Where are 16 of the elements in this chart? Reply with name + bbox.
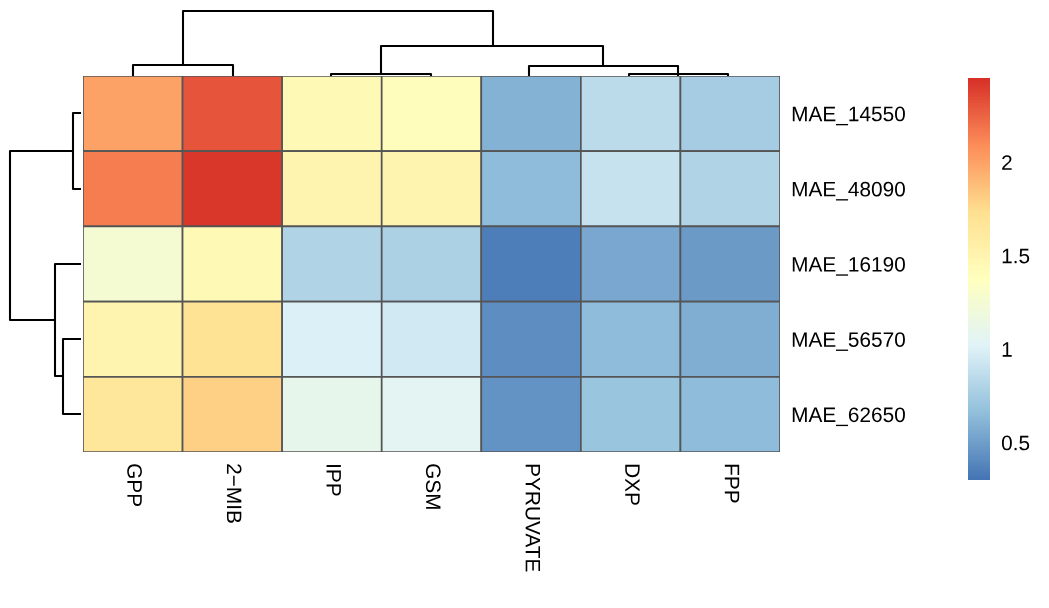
y-tick-label: MAE_56570 [792, 332, 905, 351]
x-tick-label: FPP [724, 464, 740, 503]
x-tick-label: IPP [326, 465, 341, 496]
x-tick-label: PYRUVATE [525, 464, 541, 572]
color-bar-label: 2 [1002, 155, 1012, 170]
y-tick-label: MAE_48090 [792, 181, 905, 201]
x-tick-label: 2−MIB [226, 464, 242, 523]
y-tick-label: MAE_14550 [792, 106, 905, 126]
x-tick-label: GSM [425, 464, 441, 509]
color-bar-label: 0.5 [1001, 435, 1030, 451]
color-bar-label: 1.5 [1002, 248, 1030, 264]
y-tick-label: MAE_62650 [792, 407, 905, 427]
x-tick-label: GPP [127, 464, 142, 507]
color-bar-label: 1 [1002, 342, 1012, 357]
x-tick-label: DXP [625, 464, 640, 505]
y-tick-label: MAE_16190 [792, 257, 905, 276]
